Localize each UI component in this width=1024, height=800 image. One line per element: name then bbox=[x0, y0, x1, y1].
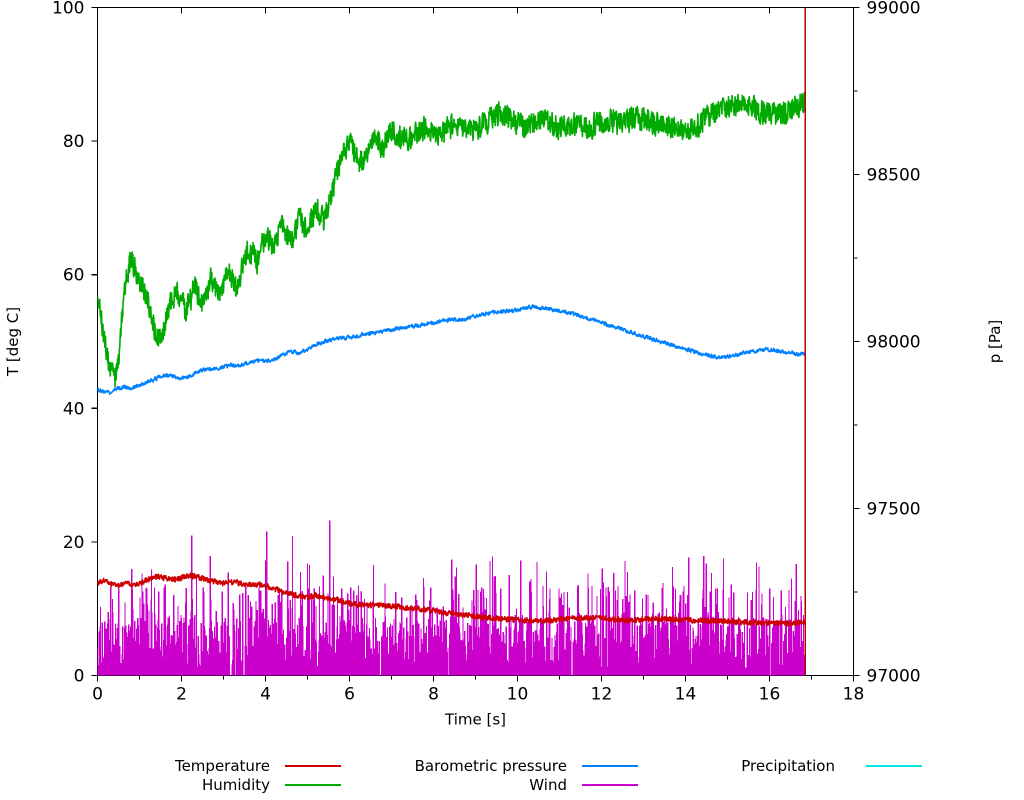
legend: Temperature Barometric pressure Precipitat… bbox=[174, 757, 922, 794]
wind-impulses bbox=[97, 520, 806, 676]
x-tick-label: 16 bbox=[759, 685, 781, 705]
x-tick-label: 12 bbox=[591, 685, 613, 705]
y2-tick-label: 98500 bbox=[867, 166, 921, 186]
legend-label-temperature: Temperature bbox=[174, 757, 270, 775]
series-temperature bbox=[97, 572, 806, 627]
y2-axis-title: p [Pa] bbox=[986, 320, 1004, 364]
legend-item[interactable]: Humidity bbox=[202, 776, 341, 794]
y-tick-label: 80 bbox=[63, 132, 85, 152]
x-tick-label: 14 bbox=[675, 685, 697, 705]
x-tick-label: 6 bbox=[344, 685, 355, 705]
y-axis-title: T [deg C] bbox=[4, 307, 22, 377]
y-tick-label: 60 bbox=[63, 266, 85, 286]
y2-tick-label: 97500 bbox=[867, 500, 921, 520]
temperature-line bbox=[97, 572, 806, 627]
y2-tick-label: 98000 bbox=[867, 333, 921, 353]
legend-item[interactable]: Wind bbox=[529, 776, 638, 794]
x-tick-label: 8 bbox=[428, 685, 439, 705]
axes: 0 2 4 6 8 10 12 14 16 18 0 20 40 60 80 100 97000 97500 980… bbox=[52, 0, 921, 705]
y-tick-label: 20 bbox=[63, 533, 85, 553]
legend-label-wind: Wind bbox=[529, 776, 567, 794]
legend-item[interactable]: Temperature bbox=[174, 757, 341, 775]
humidity-line bbox=[97, 92, 806, 388]
series-wind bbox=[97, 520, 806, 676]
legend-item[interactable]: Precipitation bbox=[741, 757, 922, 775]
x-tick-label: 10 bbox=[507, 685, 529, 705]
y-tick-label: 0 bbox=[74, 667, 85, 687]
legend-label-precipitation: Precipitation bbox=[741, 757, 835, 775]
y-tick-label: 40 bbox=[63, 399, 85, 419]
y-tick-label: 100 bbox=[52, 0, 84, 19]
x-axis-title: Time [s] bbox=[444, 711, 506, 729]
barometric-pressure-line bbox=[97, 304, 806, 395]
x-tick-label: 2 bbox=[176, 685, 187, 705]
legend-label-barometric-pressure: Barometric pressure bbox=[415, 757, 567, 775]
legend-item[interactable]: Barometric pressure bbox=[415, 757, 638, 775]
series-humidity bbox=[97, 92, 806, 388]
legend-label-humidity: Humidity bbox=[202, 776, 270, 794]
series-barometric-pressure bbox=[97, 304, 806, 395]
x-tick-label: 18 bbox=[843, 685, 865, 705]
axis-titles: Time [s] T [deg C] p [Pa] bbox=[4, 307, 1004, 729]
y2-tick-label: 97000 bbox=[867, 667, 921, 687]
y2-tick-label: 99000 bbox=[867, 0, 921, 19]
x-tick-label: 4 bbox=[260, 685, 271, 705]
x-tick-label: 0 bbox=[92, 685, 103, 705]
